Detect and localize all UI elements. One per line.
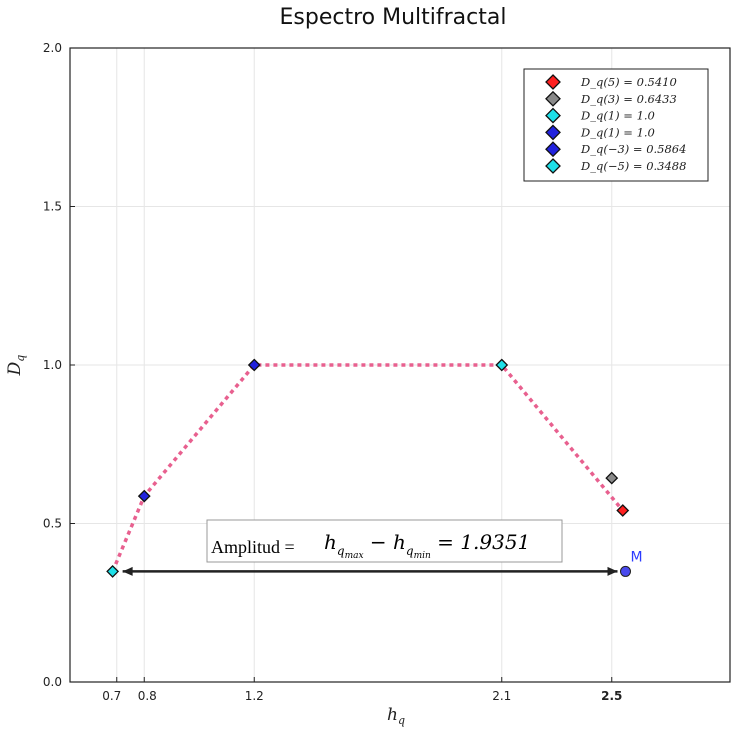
legend-entry-1: D_q(3) = 0.6433 (580, 92, 677, 106)
legend-marker-1 (545, 90, 561, 107)
data-point-5 (106, 565, 120, 578)
y-tick-label-1: 0.5 (43, 517, 62, 531)
y-axis-label: Dq (5, 355, 27, 377)
svg-text:Dq: Dq (5, 355, 27, 377)
amplitude-arrow (122, 566, 618, 576)
legend: D_q(5) = 0.5410 D_q(3) = 0.6433 D_q(1) = 1… (523, 68, 709, 182)
y-tick-label-4: 2.0 (43, 41, 62, 55)
legend-marker-0 (545, 74, 561, 90)
data-point-4 (137, 489, 151, 503)
data-point-1 (605, 471, 619, 485)
x-tick-label-4: 2.5 (601, 689, 622, 703)
legend-marker-2 (545, 107, 561, 124)
arrow-head-left (122, 566, 133, 576)
legend-marker-5 (545, 158, 561, 174)
legend-entry-3: D_q(1) = 1.0 (580, 125, 655, 139)
annotation-word: Amplitud = (211, 537, 295, 557)
data-point-3 (247, 358, 261, 372)
legend-marker-4 (545, 141, 561, 158)
arrow-head-right (607, 566, 618, 576)
x-axis-label: hq (387, 705, 405, 727)
data-point-2 (495, 358, 509, 372)
annotation-box (206, 519, 563, 563)
chart-title: Espectro Multifractal (280, 5, 507, 30)
point-m-label: M (631, 549, 643, 565)
y-tick-label-0: 0.0 (43, 675, 62, 689)
x-tick-label-1: 0.8 (138, 689, 157, 703)
legend-entry-5: D_q(−5) = 0.3488 (580, 159, 686, 173)
data-markers: M (106, 358, 643, 578)
x-tick-label-2: 1.2 (245, 689, 264, 703)
legend-marker-3 (545, 124, 561, 141)
point-m-marker (620, 565, 631, 577)
legend-entry-0: D_q(5) = 0.5410 (580, 75, 677, 89)
y-tick-label-3: 1.5 (43, 200, 62, 214)
x-tick-label-3: 2.1 (492, 689, 511, 703)
data-point-0 (616, 504, 630, 517)
legend-entry-2: D_q(1) = 1.0 (580, 109, 655, 123)
spectrum-line (111, 363, 625, 573)
axis-ticks: 0.0 0.5 1.0 1.5 2.0 0.7 0.8 1.2 2.1 2.5 (43, 41, 622, 703)
x-tick-label-0: 0.7 (102, 689, 121, 703)
y-tick-label-2: 1.0 (43, 358, 62, 372)
legend-entry-4: D_q(−3) = 0.5864 (580, 142, 686, 156)
